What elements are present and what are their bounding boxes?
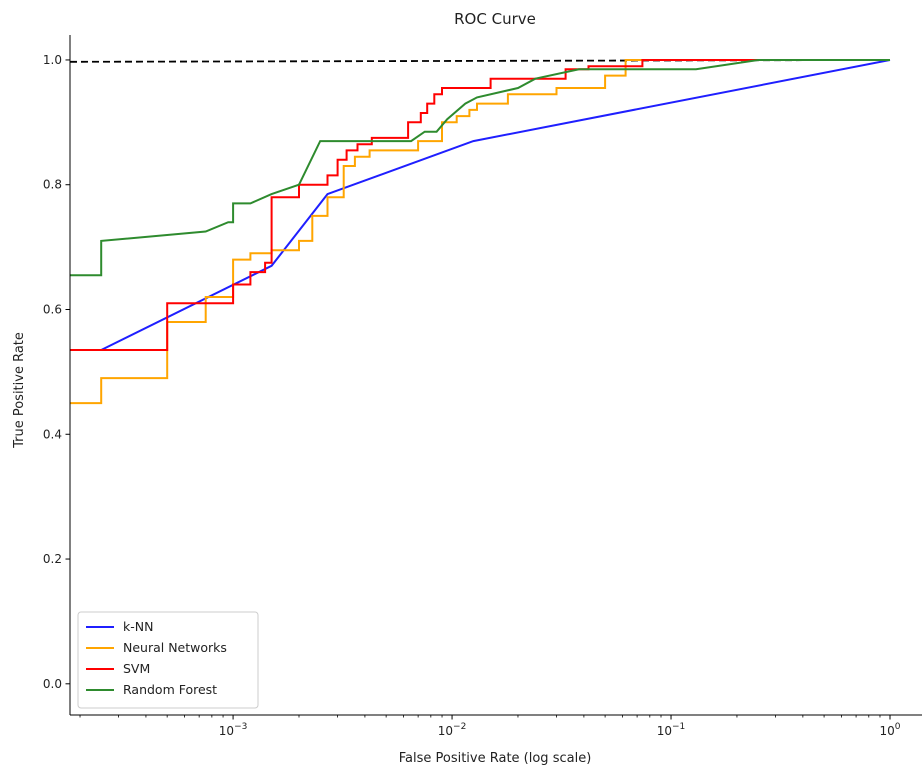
- y-tick-label: 0.6: [43, 302, 62, 316]
- plot-area: [69, 59, 891, 405]
- y-axis-label: True Positive Rate: [12, 332, 27, 449]
- x-axis-label: False Positive Rate (log scale): [399, 751, 592, 766]
- legend: k-NN Neural Networks SVM Random Forest: [77, 611, 259, 709]
- legend-label: SVM: [123, 661, 150, 676]
- series-line-svm: [70, 59, 890, 351]
- series-line-neural-networks: [70, 59, 890, 405]
- legend-box: [77, 611, 259, 709]
- series-line-k-nn: [100, 59, 891, 351]
- y-tick-label: 0.2: [43, 552, 62, 566]
- legend-label: Random Forest: [123, 682, 217, 697]
- legend-label: Neural Networks: [123, 640, 227, 655]
- y-tick-label: 1.0: [43, 53, 62, 67]
- x-tick-label: 10−1: [657, 722, 686, 738]
- y-tick-label: 0.4: [43, 427, 62, 441]
- series-line-random-forest: [70, 59, 890, 277]
- y-axis: 0.0 0.2 0.4 0.6 0.8 1.0: [43, 35, 71, 715]
- x-tick-label: 10−3: [219, 722, 248, 738]
- chart-title: ROC Curve: [454, 10, 536, 28]
- y-tick-label: 0.8: [43, 178, 62, 192]
- y-tick-label: 0.0: [43, 677, 62, 691]
- legend-label: k-NN: [123, 619, 153, 634]
- x-axis: 10−3 10−2 10−1 100: [70, 714, 922, 738]
- x-tick-label: 10−2: [438, 722, 467, 738]
- x-tick-label: 100: [879, 722, 900, 738]
